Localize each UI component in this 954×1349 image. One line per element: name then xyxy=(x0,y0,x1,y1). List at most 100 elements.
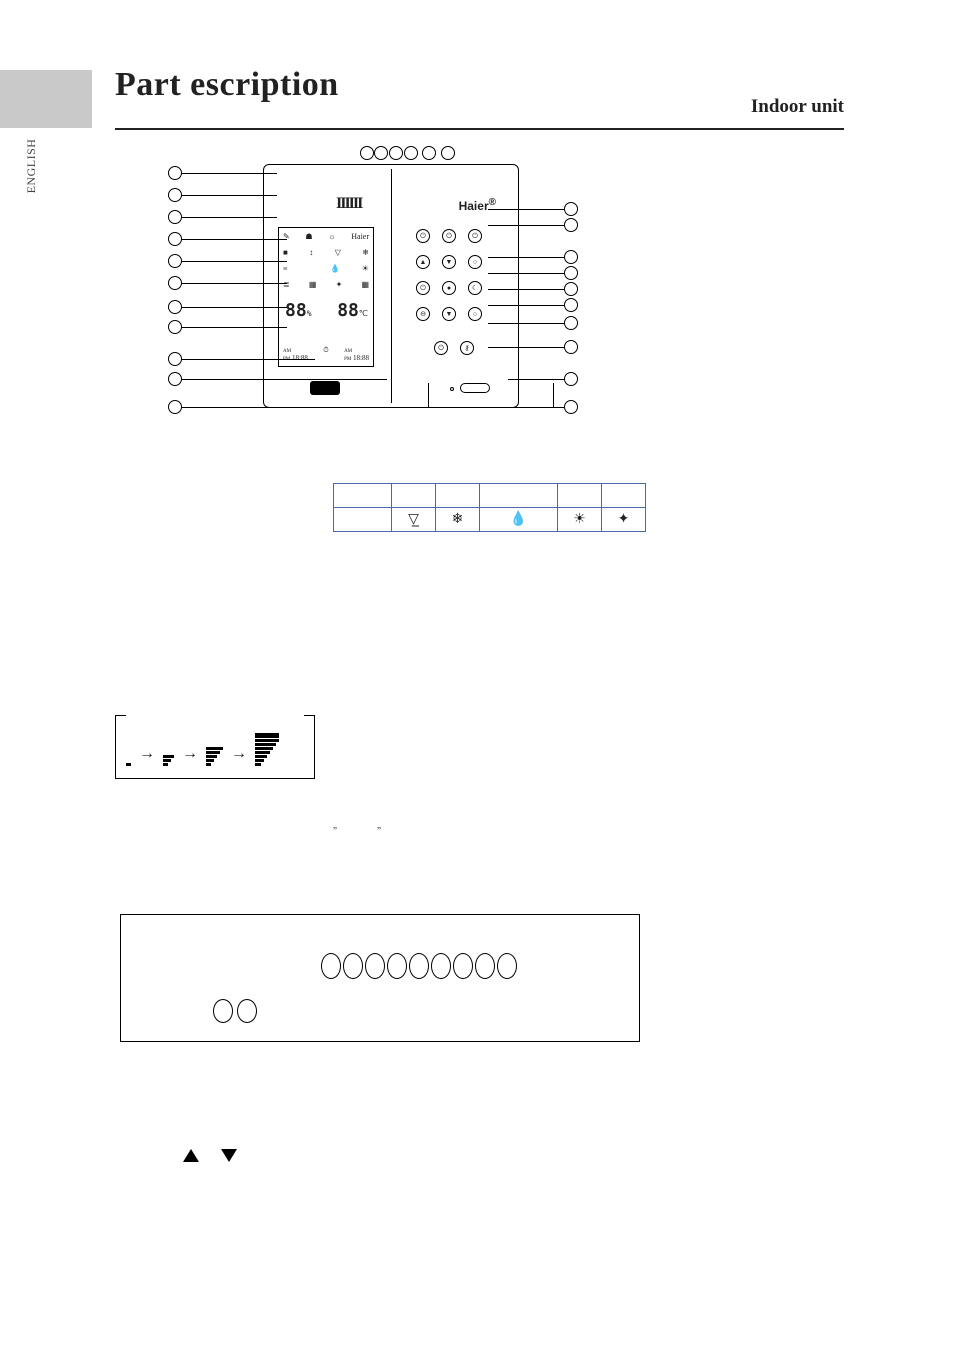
callout-bubble xyxy=(564,266,578,280)
leader-line xyxy=(428,407,564,408)
arrow-icon: → xyxy=(139,746,155,762)
timer-button[interactable]: ⏻ xyxy=(416,281,430,295)
page-subtitle: Indoor unit xyxy=(751,96,844,118)
leader-line xyxy=(488,347,564,348)
table-cell xyxy=(480,484,558,508)
turbo-button[interactable]: ⏻ xyxy=(434,341,448,355)
bracket-corner xyxy=(116,715,126,716)
callout-bubble xyxy=(168,320,182,334)
table-row: ▽̲ ❄ 💧 ☀ ✦ xyxy=(334,508,646,532)
leader-line xyxy=(428,383,429,408)
leader-line xyxy=(182,261,287,262)
callout-bubble xyxy=(564,372,578,386)
indicator-oval xyxy=(497,953,517,979)
indicator-row xyxy=(213,999,257,1023)
lcd-screen: ✎☗☼Haier ■↕▽❄ ≡💧☀ ≣▦✦▦ 88% 88℃ AMPM 18:8… xyxy=(278,227,374,367)
close-quote-icon: „ xyxy=(377,820,381,830)
leader-line xyxy=(182,217,277,218)
fan-sequence: → → → xyxy=(126,733,279,766)
leader-line xyxy=(553,383,554,408)
fan-level-3-icon xyxy=(206,746,223,766)
table-cell xyxy=(334,484,392,508)
callout-bubble xyxy=(389,146,403,160)
table-cell xyxy=(558,484,602,508)
callout-bubble xyxy=(168,254,182,268)
leader-line xyxy=(182,239,287,240)
indicator-led xyxy=(450,387,454,391)
fan-button[interactable]: ⏻ xyxy=(468,229,482,243)
callout-bubble xyxy=(564,202,578,216)
table-cell xyxy=(334,508,392,532)
indicator-oval xyxy=(343,953,363,979)
callout-bubble xyxy=(404,146,418,160)
quote-marks: „ „ xyxy=(333,820,381,835)
ir-window xyxy=(310,381,340,395)
clock-button[interactable]: ⊖ xyxy=(416,307,430,321)
indicator-oval xyxy=(387,953,407,979)
leader-line xyxy=(182,195,277,196)
leader-line xyxy=(488,273,564,274)
leader-line xyxy=(182,379,387,380)
brand-text: Haier xyxy=(459,199,489,213)
controller-body: IIIIII Haier® ✎☗☼Haier ■↕▽❄ ≡💧☀ ≣▦✦▦ 88%… xyxy=(263,164,519,408)
health-button[interactable]: ○ xyxy=(468,307,482,321)
time-down-button[interactable]: ▼ xyxy=(442,307,456,321)
onoff-button[interactable]: ⏻ xyxy=(416,229,430,243)
mode-button[interactable]: ⏻ xyxy=(442,229,456,243)
open-quote-icon: „ xyxy=(333,820,337,830)
lcd-icons-row: ■↕▽❄ xyxy=(283,248,369,257)
indicator-oval xyxy=(409,953,429,979)
controller-divider xyxy=(391,169,392,403)
indicator-oval xyxy=(365,953,385,979)
indicator-oval xyxy=(237,999,257,1023)
leader-line xyxy=(182,283,287,284)
table-cell xyxy=(436,484,480,508)
leader-line xyxy=(488,257,564,258)
callout-bubble xyxy=(168,210,182,224)
heat-mode-icon: ☀ xyxy=(558,508,602,532)
brand-label: Haier® xyxy=(459,197,496,213)
heading-gray-block xyxy=(0,70,92,128)
fan-level-4-icon xyxy=(255,733,279,766)
fan-mode-icon: ✦ xyxy=(602,508,646,532)
bracket-bottom xyxy=(116,778,314,779)
temp-up-button[interactable]: ▲ xyxy=(416,255,430,269)
fan-level-2-icon xyxy=(163,754,174,766)
auto-mode-icon: ▽̲ xyxy=(392,508,436,532)
timer-off-value: AMPM 18:88 xyxy=(344,346,369,362)
callout-bubble xyxy=(564,250,578,264)
callout-bubble xyxy=(360,146,374,160)
temp-unit-icon: ℃ xyxy=(359,309,368,318)
lock-button[interactable]: ⚷ xyxy=(460,341,474,355)
leader-line xyxy=(488,305,564,306)
callout-bubble xyxy=(168,166,182,180)
sleep-button[interactable]: ☾ xyxy=(468,281,482,295)
callout-bubble xyxy=(168,232,182,246)
indicator-oval xyxy=(321,953,341,979)
callout-bubble xyxy=(564,400,578,414)
swing-button[interactable]: ○ xyxy=(468,255,482,269)
temp-down-button[interactable]: ▼ xyxy=(442,255,456,269)
callout-bubble xyxy=(168,400,182,414)
callout-bubble xyxy=(564,298,578,312)
indicator-oval xyxy=(453,953,473,979)
callout-bubble xyxy=(564,282,578,296)
callout-bubble xyxy=(564,316,578,330)
leader-line xyxy=(182,307,287,308)
dry-mode-icon: 💧 xyxy=(480,508,558,532)
callout-bubble xyxy=(564,218,578,232)
temp-value: 88 xyxy=(337,300,359,321)
vent-icon: IIIIII xyxy=(336,195,361,213)
callout-bubble xyxy=(564,340,578,354)
leader-line xyxy=(488,323,564,324)
wired-controller-diagram: IIIIII Haier® ✎☗☼Haier ■↕▽❄ ≡💧☀ ≣▦✦▦ 88%… xyxy=(168,140,578,420)
arrow-icon: → xyxy=(231,746,247,762)
title-underline xyxy=(115,128,844,130)
up-down-icons xyxy=(183,1149,237,1162)
leader-line xyxy=(488,209,564,210)
slide-cover xyxy=(460,383,490,393)
leader-line xyxy=(508,379,564,380)
callout-bubble xyxy=(168,352,182,366)
leader-line xyxy=(182,173,277,174)
set-button[interactable]: ● xyxy=(442,281,456,295)
